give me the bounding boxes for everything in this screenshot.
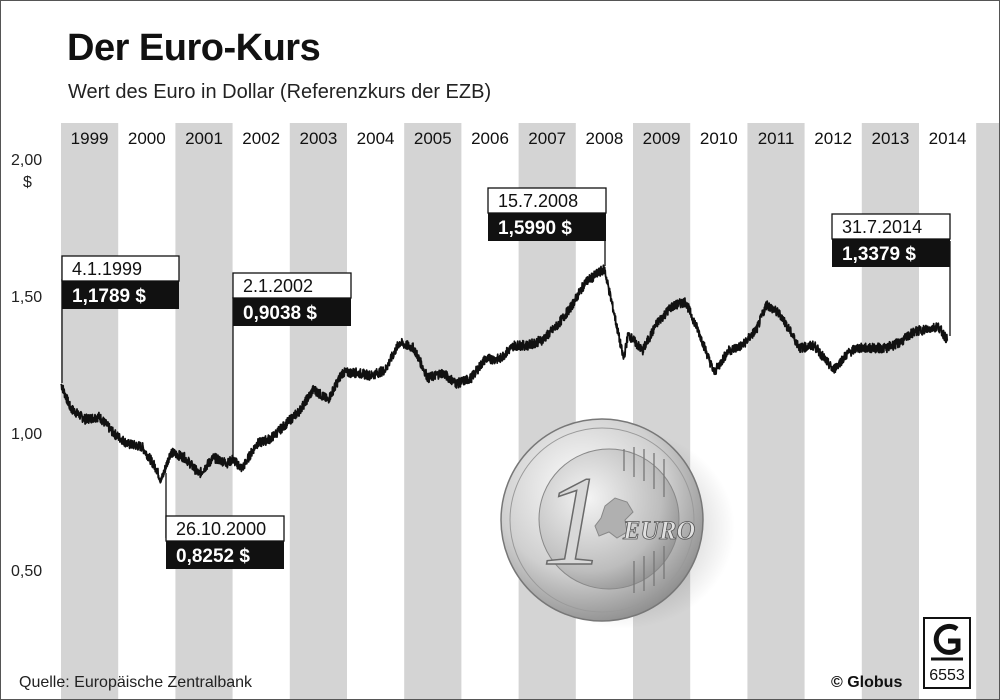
annotation-value: 1,5990 $ — [498, 218, 572, 239]
annotation-value: 1,3379 $ — [842, 244, 916, 265]
x-tick-label: 2004 — [357, 129, 395, 148]
year-band — [61, 123, 119, 699]
year-band — [861, 123, 919, 699]
y-tick-label: 0,50 — [11, 563, 42, 580]
annotation-layer: 4.1.1999 1,1789 $ 26.10.2000 0,8252 $ 2.1.20… — [61, 187, 951, 569]
annotation-date-box — [61, 255, 180, 282]
annotation-date: 26.10.2000 — [176, 519, 266, 539]
year-band — [747, 123, 805, 699]
globus-logo: 6553 — [923, 617, 971, 689]
annotation-callout: 4.1.1999 1,1789 $ — [61, 255, 180, 383]
x-tick-label: 2014 — [929, 129, 967, 148]
x-tick-label: 2003 — [299, 129, 337, 148]
coin-label: EURO — [622, 516, 695, 545]
y-tick-label: 1,50 — [11, 289, 42, 306]
y-tick-label: 2,00 — [11, 152, 42, 169]
line-layer — [60, 264, 949, 484]
chart-subtitle: Wert des Euro in Dollar (Referenzkurs de… — [68, 81, 492, 103]
x-tick-label: 2008 — [585, 129, 623, 148]
x-tick-label: 2007 — [528, 129, 566, 148]
annotation-date: 15.7.2008 — [498, 191, 578, 211]
x-tick-label: 2010 — [700, 129, 738, 148]
annotation-callout: 15.7.2008 1,5990 $ — [487, 187, 607, 266]
annotation-callout: 26.10.2000 0,8252 $ — [165, 473, 285, 569]
annotation-value-box — [166, 541, 284, 569]
chart-title: Der Euro-Kurs — [67, 27, 321, 69]
annotation-value: 1,1789 $ — [72, 286, 146, 307]
annotation-date-box — [165, 515, 285, 542]
x-tick-label: 2012 — [814, 129, 852, 148]
y-tick-label: 1,00 — [11, 426, 42, 443]
y-axis: 2,00 1,50 1,00 0,50 $ — [11, 152, 42, 580]
annotation-callout: 31.7.2014 1,3379 $ — [831, 213, 951, 336]
x-tick-label: 2000 — [128, 129, 166, 148]
euro-rate-line — [60, 264, 949, 484]
annotation-value: 0,9038 $ — [243, 303, 317, 324]
annotation-value-box — [62, 281, 179, 309]
x-tick-label: 2009 — [643, 129, 681, 148]
year-tick-labels: 1999 2000 2001 2002 2003 2004 2005 2006 2007 2008… — [71, 129, 967, 148]
source-note: Quelle: Europäische Zentralbank — [19, 674, 253, 691]
annotation-date-box — [487, 187, 607, 214]
annotation-callout: 2.1.2002 0,9038 $ — [232, 272, 352, 461]
coin-denomination: 1 — [542, 450, 606, 592]
annotation-date: 31.7.2014 — [842, 217, 922, 237]
annotation-value-box — [832, 239, 950, 267]
year-band — [976, 123, 999, 699]
x-tick-label: 2013 — [871, 129, 909, 148]
year-band — [175, 123, 233, 699]
globus-code: 6553 — [929, 667, 965, 684]
annotation-value-box — [233, 298, 351, 326]
x-tick-label: 2006 — [471, 129, 509, 148]
x-tick-label: 2002 — [242, 129, 280, 148]
annotation-date: 2.1.2002 — [243, 276, 313, 296]
annotation-value-box — [488, 213, 606, 241]
annotation-value: 0,8252 $ — [176, 546, 250, 567]
x-tick-label: 1999 — [71, 129, 109, 148]
x-tick-label: 2005 — [414, 129, 452, 148]
annotation-date: 4.1.1999 — [72, 259, 142, 279]
year-band — [404, 123, 462, 699]
euro-coin-image: 1 EURO — [500, 418, 735, 629]
copyright-note: © Globus — [831, 674, 903, 691]
x-tick-label: 2001 — [185, 129, 223, 148]
annotation-date-box — [232, 272, 352, 299]
globus-g-icon — [931, 623, 963, 661]
y-axis-unit: $ — [23, 174, 32, 191]
x-tick-label: 2011 — [758, 129, 795, 148]
